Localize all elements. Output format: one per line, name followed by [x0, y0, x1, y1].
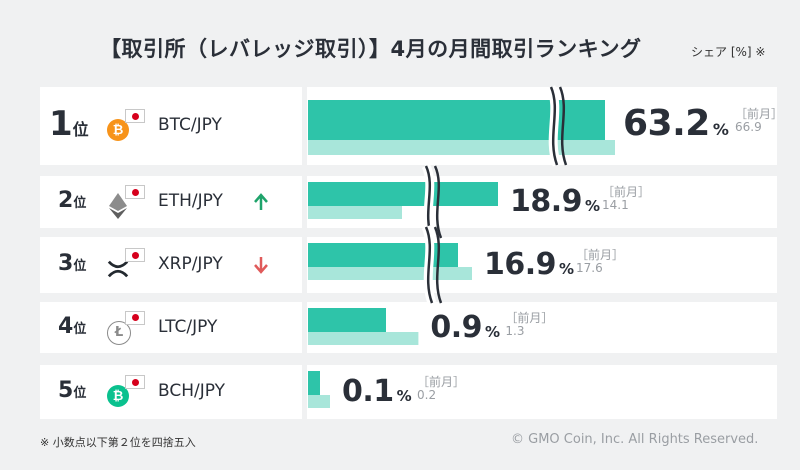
bar-previous-3 [308, 267, 472, 280]
previous-month-number: 17.6 [576, 261, 603, 275]
xrp-icon [107, 258, 129, 280]
rank-row-2: 2位 ETH/JPY [40, 176, 302, 228]
bar-previous-5 [308, 395, 330, 408]
bar-current-4 [308, 308, 386, 332]
flag-sun [131, 251, 139, 259]
bar-current-3 [308, 243, 458, 267]
bitcoin-icon: ₿ [107, 119, 129, 141]
rank-number: 3位 [58, 251, 86, 276]
pair-label: BCH/JPY [158, 381, 226, 401]
percent-sign: % [485, 322, 501, 341]
copyright-text: © GMO Coin, Inc. All Rights Reserved. [511, 432, 759, 447]
pair-label: ETH/JPY [158, 191, 223, 211]
previous-month-value: ［前月］ 0.2 [417, 376, 465, 402]
pair-label: XRP/JPY [158, 254, 223, 274]
previous-month-label: ［前月］ [576, 248, 625, 262]
rank-suffix: 位 [73, 321, 87, 337]
axis-break-line [433, 226, 443, 304]
chart-title: 【取引所（レバレッジ取引）】4月の月間取引ランキング [100, 37, 642, 61]
rank-value: 5 [58, 378, 74, 403]
axis-break-line [424, 226, 434, 304]
bar-previous-2 [308, 206, 402, 219]
bar-row-5 [307, 365, 777, 419]
bar-previous-4 [308, 332, 419, 345]
bitcoin-cash-icon: ₿ [107, 385, 129, 407]
flag-sun [131, 112, 139, 120]
previous-month-label: ［前月］ [602, 185, 651, 199]
share-number: 63.2 [622, 103, 710, 144]
previous-month-value: ［前月］ 17.6 [576, 249, 624, 275]
previous-month-value: ［前月］ 1.3 [505, 310, 554, 338]
flag-sun [131, 378, 139, 386]
rank-row-5: 5位 ₿ BCH/JPY [40, 365, 302, 419]
previous-month-label: ［前月］ [417, 375, 466, 389]
bar-current-2 [308, 182, 498, 206]
arrow-up-icon [253, 193, 269, 215]
previous-month-number: 0.2 [417, 388, 437, 402]
japan-flag-icon [125, 109, 145, 123]
rank-suffix: 位 [73, 196, 87, 211]
rank-number: 1位 [49, 104, 89, 144]
rank-number: 2位 [58, 188, 86, 213]
previous-month-number: 1.3 [505, 323, 525, 338]
axis-break-line [433, 165, 443, 239]
rank-suffix: 位 [73, 386, 87, 401]
rank-number: 5位 [58, 378, 86, 403]
percent-sign: % [396, 387, 412, 405]
japan-flag-icon [125, 185, 145, 199]
percent-sign: % [585, 197, 601, 215]
rank-value: 4 [58, 313, 74, 339]
bar-current-5 [308, 371, 320, 395]
rank-number: 4位 [58, 314, 86, 339]
unit-label: シェア [%] ※ [691, 45, 766, 59]
rank-row-3: 3位 XRP/JPY [40, 237, 302, 293]
share-value: 0.9% [430, 310, 500, 345]
rank-row-1: 1位 ₿ BTC/JPY [40, 87, 302, 165]
ethereum-icon [107, 193, 129, 219]
japan-flag-icon [125, 310, 145, 325]
share-value: 16.9% [484, 247, 574, 282]
rank-suffix: 位 [73, 259, 87, 274]
footnote: ※ 小数点以下第２位を四捨五入 [40, 436, 196, 449]
axis-break-line [549, 86, 559, 166]
percent-sign: % [559, 260, 575, 278]
share-number: 18.9 [510, 184, 583, 219]
share-value: 18.9% [510, 184, 600, 219]
flag-sun [131, 188, 139, 196]
rank-value: 1 [49, 104, 73, 144]
pair-label: LTC/JPY [158, 316, 218, 337]
share-value: 0.1% [342, 374, 412, 409]
axis-break-line [558, 86, 568, 166]
previous-month-number: 14.1 [602, 198, 629, 212]
share-value: 63.2% [623, 103, 729, 144]
litecoin-icon: Ł [107, 320, 131, 345]
previous-month-number: 66.9 [734, 120, 762, 134]
rank-row-4: 4位 Ł LTC/JPY [40, 302, 302, 353]
flag-sun [131, 314, 139, 321]
share-number: 16.9 [484, 247, 557, 282]
share-number: 0.1 [342, 374, 394, 409]
rank-value: 3 [58, 251, 74, 276]
previous-month-value: ［前月］ 66.9 [735, 108, 783, 134]
bar-previous-1 [308, 140, 615, 155]
rank-value: 2 [58, 188, 74, 213]
bar-current-1 [308, 100, 605, 140]
arrow-down-icon [253, 256, 269, 278]
previous-month-label: ［前月］ [734, 107, 783, 121]
rank-suffix: 位 [72, 120, 89, 139]
percent-sign: % [712, 120, 729, 139]
pair-label: BTC/JPY [158, 115, 222, 135]
previous-month-label: ［前月］ [505, 310, 554, 325]
japan-flag-icon [125, 375, 145, 389]
previous-month-value: ［前月］ 14.1 [602, 186, 650, 212]
japan-flag-icon [125, 248, 145, 262]
share-number: 0.9 [430, 309, 483, 345]
